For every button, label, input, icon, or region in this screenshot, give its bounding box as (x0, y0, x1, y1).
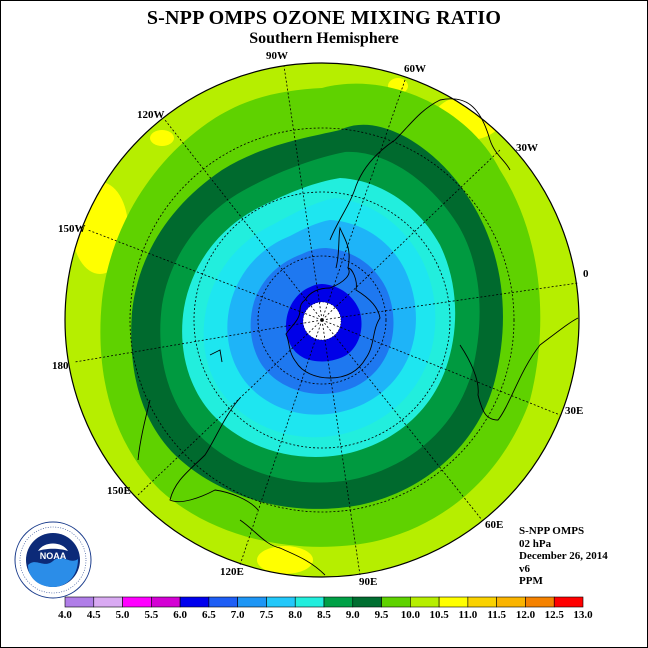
south-america-coast (329, 98, 511, 241)
colorbar-swatch (496, 596, 526, 608)
lon-label-90w: 90W (266, 50, 288, 62)
island-coast (209, 349, 223, 363)
meridian-180 (74, 319, 323, 363)
australia-coast (169, 397, 259, 511)
colorbar-swatch (381, 596, 411, 608)
colorbar-label: 8.5 (317, 609, 331, 621)
info-block: S-NPP OMPS 02 hPa December 26, 2014 v6 P… (519, 525, 608, 588)
lon-label-60w: 60W (404, 63, 426, 75)
colorbar-label: 4.5 (87, 609, 101, 621)
new-zealand-coast (137, 399, 151, 461)
meridian-60e (321, 319, 483, 521)
colorbar-swatch (323, 596, 354, 608)
latitude-circle-60s (129, 127, 515, 513)
colorbar-swatch (93, 596, 123, 608)
polar-gap-outline (302, 301, 342, 341)
colorbar-swatch (266, 596, 296, 608)
contour-10-5-patch-south (257, 546, 313, 574)
lon-label-120w: 120W (137, 109, 165, 121)
info-level: 02 hPa (519, 537, 552, 550)
coastlines (137, 98, 579, 576)
colorbar-label: 13.0 (573, 609, 593, 621)
meridian-30w (321, 149, 501, 321)
meridian-120e (239, 319, 323, 566)
meridian-30e (321, 319, 561, 416)
meridian-90e (321, 319, 361, 576)
lon-label-180: 180 (52, 360, 69, 372)
colorbar-label: 6.5 (202, 609, 216, 621)
colorbar-label: 10.5 (429, 609, 449, 621)
noaa-logo: NOAA (14, 521, 92, 599)
lon-label-60e: 60E (485, 519, 504, 531)
colorbar-label: 10.0 (401, 609, 421, 621)
colorbar-swatch (237, 596, 267, 608)
colorbar-label: 7.0 (231, 609, 245, 621)
colorbar-swatch (525, 596, 555, 608)
colorbar-swatch (467, 596, 497, 608)
colorbar-swatch (438, 596, 469, 608)
map-subtitle: Southern Hemisphere (249, 30, 399, 47)
latitude-circle-70s (193, 191, 451, 449)
info-date: December 26, 2014 (519, 550, 608, 562)
colorbar-swatch (179, 596, 210, 608)
colorbar-label: 12.0 (516, 609, 536, 621)
colorbar-swatch (410, 596, 440, 608)
colorbar-label: 11.0 (459, 609, 478, 621)
colorbar-label: 11.5 (487, 609, 506, 621)
colorbar-label: 4.0 (58, 609, 72, 621)
colorbar-swatch (208, 596, 238, 608)
info-units: PPM (519, 575, 543, 587)
colorbar-label: 9.0 (346, 609, 360, 621)
graticule (74, 65, 579, 576)
latitude-circle-80s (257, 255, 387, 385)
colorbar-label: 12.5 (545, 609, 565, 621)
lon-label-150e: 150E (107, 485, 131, 497)
colorbar-swatch (151, 596, 181, 608)
colorbar-label: 6.0 (173, 609, 187, 621)
colorbar-swatch (352, 596, 382, 608)
lon-label-120e: 120E (220, 566, 244, 578)
lon-label-30w: 30W (516, 142, 538, 154)
ozone-field (65, 63, 579, 577)
lon-label-150w: 150W (58, 223, 86, 235)
colorbar: 4.0 4.5 5.0 5.5 6.0 6.5 7.0 7.5 8.0 8.5 9.0 9.5 10.0… (58, 596, 593, 621)
antarctica-coast (285, 267, 381, 379)
noaa-logo-text: NOAA (40, 551, 67, 561)
colorbar-swatch (553, 596, 584, 608)
contour-10-5-patch-nw (150, 130, 174, 146)
info-version: v6 (519, 562, 530, 575)
colorbar-swatch (122, 596, 152, 608)
antarctic-peninsula (335, 226, 350, 269)
meridian-90w (283, 65, 323, 321)
info-instrument: S-NPP OMPS (519, 525, 585, 537)
colorbar-label: 9.5 (375, 609, 389, 621)
map-title: S-NPP OMPS OZONE MIXING RATIO (146, 7, 502, 29)
colorbar-label: 8.0 (288, 609, 302, 621)
map-boundary (64, 62, 580, 578)
lon-label-30e: 30E (565, 405, 584, 417)
colorbar-label: 5.5 (144, 609, 158, 621)
lon-label-0: 0 (583, 268, 589, 280)
colorbar-swatch (294, 596, 325, 608)
meridian-150w (87, 229, 323, 321)
meridian-0 (321, 282, 579, 321)
colorbar-label: 7.5 (260, 609, 274, 621)
africa-coast (459, 317, 579, 421)
colorbar-label: 5.0 (116, 609, 130, 621)
lon-label-90e: 90E (359, 576, 378, 588)
indonesia-coast (239, 519, 326, 576)
